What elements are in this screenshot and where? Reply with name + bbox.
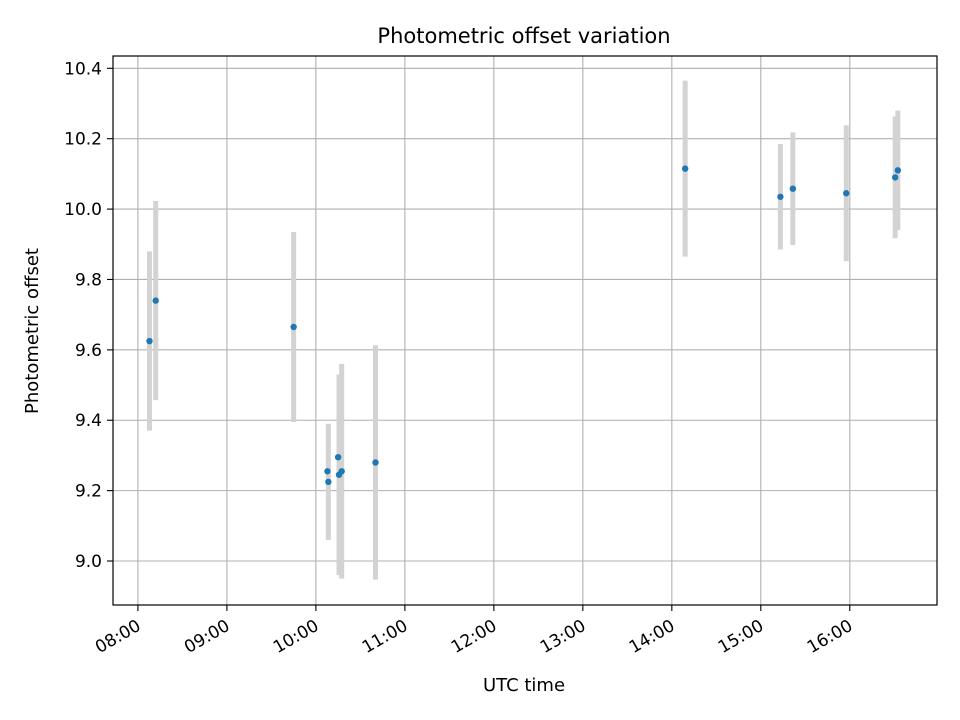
chart-title: Photometric offset variation	[377, 24, 670, 48]
y-tick-label: 10.4	[64, 59, 102, 79]
y-axis-title: Photometric offset	[22, 248, 43, 414]
data-point	[843, 190, 850, 197]
y-tick-label: 9.4	[75, 411, 102, 431]
data-point	[894, 167, 902, 174]
data-point	[146, 337, 153, 345]
data-point	[334, 453, 342, 461]
data-point	[789, 185, 797, 192]
data-point	[891, 174, 899, 181]
data-point	[152, 297, 159, 304]
y-tick-label: 10.2	[64, 130, 102, 150]
data-point	[338, 468, 345, 475]
data-point	[325, 478, 332, 486]
plot-frame	[112, 55, 938, 606]
y-tick-label: 9.0	[75, 552, 102, 572]
y-tick-label: 10.0	[64, 200, 102, 220]
data-point	[681, 165, 689, 172]
data-point	[777, 193, 784, 200]
data-point	[372, 459, 379, 466]
data-points	[146, 165, 902, 486]
y-tick-label: 9.6	[75, 341, 102, 361]
y-tick-label: 9.2	[75, 482, 102, 502]
data-point	[290, 323, 297, 331]
data-point	[324, 468, 331, 475]
grid	[113, 56, 937, 605]
x-axis-title: UTC time	[483, 675, 565, 696]
y-tick-label: 9.8	[75, 270, 102, 290]
